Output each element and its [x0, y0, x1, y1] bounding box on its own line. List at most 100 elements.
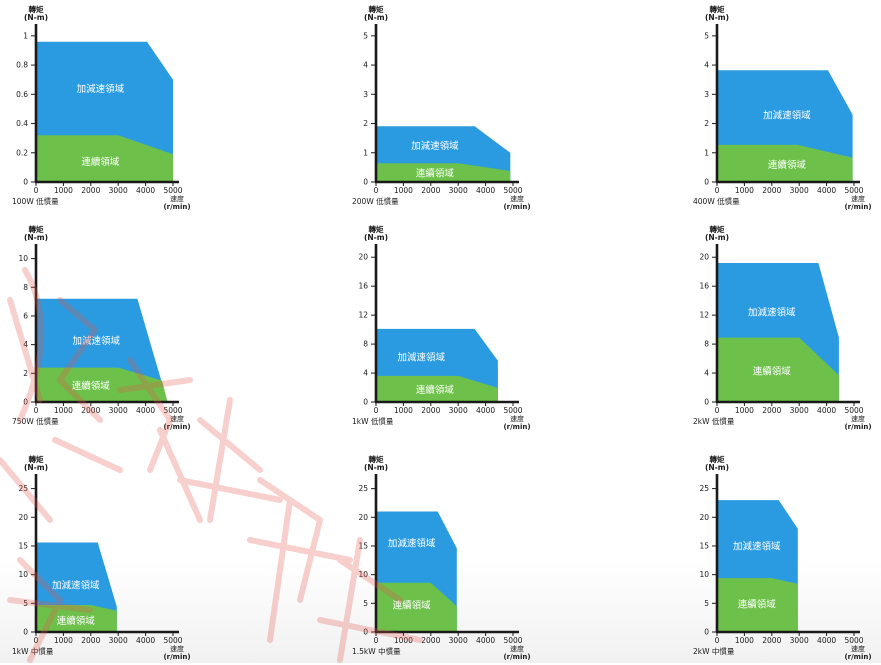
- continuous-zone-label: 連續領域: [416, 384, 455, 396]
- x-tick-label: 2000: [762, 636, 781, 645]
- x-axis-title: 速度: [510, 414, 524, 423]
- x-tick-label: 1000: [54, 636, 73, 645]
- x-tick-label: 0: [374, 406, 379, 415]
- x-tick-label: 1000: [735, 406, 754, 415]
- y-tick-label: 3: [704, 90, 709, 99]
- x-tick-label: 2000: [421, 406, 440, 415]
- x-axis-title: 速度: [170, 194, 184, 203]
- motor-label: 400W 低慣量: [693, 196, 740, 206]
- x-tick-label: 5000: [163, 636, 182, 645]
- y-axis-title: 轉矩: [29, 454, 44, 464]
- y-axis-unit: (N-m): [24, 13, 48, 22]
- x-axis-unit: (r/min): [163, 653, 190, 661]
- y-tick-label: 4: [363, 61, 368, 70]
- y-tick-label: 0: [23, 628, 28, 637]
- y-tick-label: 15: [18, 541, 28, 550]
- chart-1kw-low-inertia: 加減速領域 連續領域 0 4 8 12 16 20 0 1000 2000 3000 4000 5000 轉…: [340, 220, 540, 435]
- y-tick-label: 25: [18, 484, 28, 493]
- x-tick-label: 4000: [476, 406, 495, 415]
- y-axis-unit: (N-m): [705, 13, 729, 22]
- x-tick-label: 3000: [449, 636, 468, 645]
- motor-label: 1kW 中慣量: [12, 646, 54, 656]
- y-tick-label: 20: [18, 513, 28, 522]
- chart-2kw-mid-inertia: 加減速領域 連續領域 0 5 10 15 20 25 0 1000 2000 3000 4000 5000…: [681, 450, 881, 665]
- y-tick-label: 5: [363, 31, 368, 40]
- chart-750w-low-inertia: 加減速領域 連續領域 0 2 4 6 8 10 0 1000 2000 3000 4000 5000 轉矩(…: [0, 220, 200, 435]
- y-tick-label: 0.2: [16, 148, 28, 157]
- y-tick-label: 5: [704, 599, 709, 608]
- x-tick-label: 0: [374, 636, 379, 645]
- y-tick-label: 0: [363, 398, 368, 407]
- motor-label: 750W 低慣量: [12, 416, 59, 426]
- continuous-zone-label: 連續領域: [753, 365, 792, 377]
- y-tick-label: 8: [363, 340, 368, 349]
- y-axis-title: 轉矩: [369, 454, 384, 464]
- x-tick-label: 2000: [81, 636, 100, 645]
- y-tick-label: 16: [358, 282, 368, 291]
- y-tick-label: 10: [358, 570, 368, 579]
- accel-zone-label: 加減速領域: [411, 140, 459, 152]
- y-tick-label: 10: [699, 570, 709, 579]
- y-axis-unit: (N-m): [364, 13, 388, 22]
- x-tick-label: 0: [34, 406, 39, 415]
- y-tick-label: 6: [23, 311, 28, 320]
- y-tick-label: 3: [363, 90, 368, 99]
- x-axis-unit: (r/min): [503, 423, 530, 431]
- y-tick-label: 12: [358, 311, 368, 320]
- x-axis-unit: (r/min): [503, 653, 530, 661]
- y-axis-unit: (N-m): [705, 463, 729, 472]
- x-tick-label: 5000: [503, 406, 522, 415]
- accel-zone-label: 加減速領域: [748, 307, 796, 319]
- x-tick-label: 5000: [503, 186, 522, 195]
- motor-label: 200W 低慣量: [352, 196, 399, 206]
- chart-2kw-low-inertia: 加減速領域 連續領域 0 4 8 12 16 20 0 1000 2000 3000 4000 5000 轉…: [681, 220, 881, 435]
- x-tick-label: 4000: [817, 406, 836, 415]
- motor-label: 1kW 低慣量: [352, 416, 394, 426]
- x-tick-label: 5000: [163, 406, 182, 415]
- y-tick-label: 8: [23, 283, 28, 292]
- x-tick-label: 3000: [109, 406, 128, 415]
- y-tick-label: 2: [23, 369, 28, 378]
- x-tick-label: 2000: [762, 406, 781, 415]
- x-tick-label: 4000: [817, 186, 836, 195]
- y-tick-label: 20: [358, 513, 368, 522]
- x-tick-label: 1000: [735, 186, 754, 195]
- y-tick-label: 0: [363, 178, 368, 187]
- y-tick-label: 2: [704, 119, 709, 128]
- y-axis-unit: (N-m): [24, 463, 48, 472]
- x-tick-label: 4000: [136, 406, 155, 415]
- continuous-zone-label: 連續領域: [768, 159, 807, 171]
- y-axis-unit: (N-m): [705, 233, 729, 242]
- x-tick-label: 0: [374, 186, 379, 195]
- x-axis-unit: (r/min): [163, 423, 190, 431]
- x-axis-unit: (r/min): [844, 423, 871, 431]
- continuous-zone-area: [36, 367, 168, 402]
- x-tick-label: 3000: [109, 186, 128, 195]
- continuous-zone-area: [376, 582, 457, 632]
- x-tick-label: 3000: [449, 406, 468, 415]
- x-tick-label: 5000: [844, 186, 863, 195]
- x-tick-label: 3000: [109, 636, 128, 645]
- x-tick-label: 2000: [81, 186, 100, 195]
- continuous-zone-area: [717, 578, 798, 632]
- y-tick-label: 15: [358, 541, 368, 550]
- x-tick-label: 0: [34, 186, 39, 195]
- y-tick-label: 4: [363, 369, 368, 378]
- x-axis-title: 速度: [170, 644, 184, 653]
- x-tick-label: 5000: [844, 636, 863, 645]
- y-tick-label: 4: [23, 340, 28, 349]
- x-axis-unit: (r/min): [503, 203, 530, 211]
- y-tick-label: 25: [699, 484, 709, 493]
- y-axis-title: 轉矩: [369, 4, 384, 14]
- y-tick-label: 0.4: [16, 119, 28, 128]
- chart-1-5kw-mid-inertia: 加減速領域 連續領域 0 5 10 15 20 25 0 1000 2000 3000 4000 5000…: [340, 450, 540, 665]
- x-tick-label: 4000: [136, 186, 155, 195]
- x-tick-label: 1000: [54, 186, 73, 195]
- motor-label: 2kW 中慣量: [693, 646, 735, 656]
- y-tick-label: 0: [23, 178, 28, 187]
- continuous-zone-label: 連續領域: [416, 168, 455, 180]
